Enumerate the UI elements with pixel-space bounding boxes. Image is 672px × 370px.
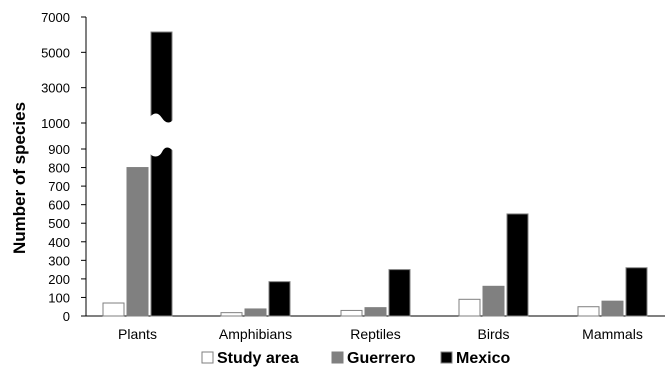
bar-guerrero-plants xyxy=(126,167,149,317)
y-tick-label: 100 xyxy=(48,290,70,305)
y-tick-label: 1000 xyxy=(41,116,70,131)
y-tick-label: 500 xyxy=(48,216,70,231)
bar-mexico-reptiles xyxy=(388,269,411,317)
bar-mexico-mammals xyxy=(625,267,648,317)
legend-label: Study area xyxy=(217,350,299,367)
bar-mexico-birds xyxy=(506,213,529,317)
y-tick-label: 800 xyxy=(48,161,70,176)
bar-study-area-mammals xyxy=(577,306,600,317)
legend-swatch xyxy=(440,351,453,364)
x-tick-label: Birds xyxy=(478,326,510,342)
y-tick-label: 400 xyxy=(48,235,70,250)
x-tick-label: Amphibians xyxy=(219,326,292,342)
y-tick-label: 7000 xyxy=(41,10,70,25)
legend-label: Guerrero xyxy=(347,350,416,367)
y-tick-label: 900 xyxy=(48,142,70,157)
bar-study-area-birds xyxy=(458,298,481,317)
bar-guerrero-mammals xyxy=(601,300,624,317)
bar-guerrero-amphibians xyxy=(244,308,267,317)
y-tick-label: 200 xyxy=(48,272,70,287)
x-tick-label: Mammals xyxy=(582,326,643,342)
bar-study-area-plants xyxy=(102,302,125,317)
y-ticks: 0 100 200 300 400 500 600 700 800 900 1000 3000 5000… xyxy=(41,10,86,324)
legend-label: Mexico xyxy=(456,350,510,367)
y-axis-label: Number of species xyxy=(10,102,29,254)
bar-guerrero-birds xyxy=(482,285,505,317)
bar-study-area-amphibians xyxy=(220,312,243,317)
axis-break-gap xyxy=(149,113,174,157)
legend: Study area Guerrero Mexico xyxy=(201,350,510,367)
bar-mexico-plants xyxy=(150,31,173,317)
axis-break-markers xyxy=(149,113,174,157)
legend-swatch xyxy=(201,351,214,364)
legend-swatch xyxy=(331,351,344,364)
y-tick-label: 300 xyxy=(48,253,70,268)
bar-mexico-amphibians xyxy=(268,281,291,317)
y-tick-label: 600 xyxy=(48,198,70,213)
category-labels: Plants Amphibians Reptiles Birds Mammals xyxy=(118,326,643,342)
bars xyxy=(102,31,648,317)
y-tick-label: 3000 xyxy=(41,81,70,96)
x-tick-label: Reptiles xyxy=(350,326,401,342)
y-tick-label: 5000 xyxy=(41,45,70,60)
bar-guerrero-reptiles xyxy=(364,307,387,317)
y-tick-label: 700 xyxy=(48,179,70,194)
y-tick-label: 0 xyxy=(63,309,70,324)
bar-study-area-reptiles xyxy=(340,309,363,317)
x-tick-label: Plants xyxy=(118,326,157,342)
